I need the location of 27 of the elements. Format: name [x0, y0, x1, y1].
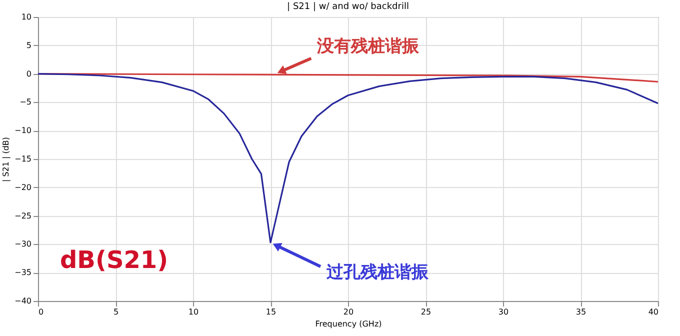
- chart-title: | S21 | w/ and wo/ backdrill: [287, 2, 409, 12]
- y-tick-label: 5: [26, 40, 32, 50]
- y-tick-label: −15: [14, 154, 32, 164]
- y-tick-label: −30: [14, 240, 32, 249]
- x-tick-label: 40: [648, 308, 658, 316]
- annotation: 没有残桩谐振: [316, 36, 420, 56]
- y-tick-label: 0: [26, 69, 32, 78]
- x-tick-label: 10: [188, 308, 199, 316]
- annotation: 过孔残桩谐振: [326, 262, 430, 282]
- x-tick-label: 25: [420, 308, 432, 316]
- x-tick-label: 5: [113, 308, 119, 316]
- x-tick-label: 0: [38, 308, 44, 316]
- x-axis-title: Frequency (GHz): [315, 320, 382, 328]
- y-tick-label: −35: [14, 268, 32, 278]
- x-tick-label: 20: [343, 308, 354, 316]
- line-series: [37, 73, 659, 244]
- y-tick-label: −5: [20, 98, 32, 107]
- y-tick-label: −25: [14, 211, 32, 220]
- x-tick-label: 30: [498, 308, 509, 316]
- y-tick-label: 10: [21, 12, 32, 22]
- x-tick-label: 35: [576, 308, 586, 316]
- y-tick-label: −20: [14, 182, 32, 192]
- x-tick-label: 15: [266, 308, 276, 316]
- y-tick-label: −40: [14, 296, 32, 306]
- y-tick-label: −10: [14, 126, 32, 136]
- y-axis-title: | S21 | (dB): [2, 136, 11, 182]
- annotation: dB(S21): [60, 246, 168, 274]
